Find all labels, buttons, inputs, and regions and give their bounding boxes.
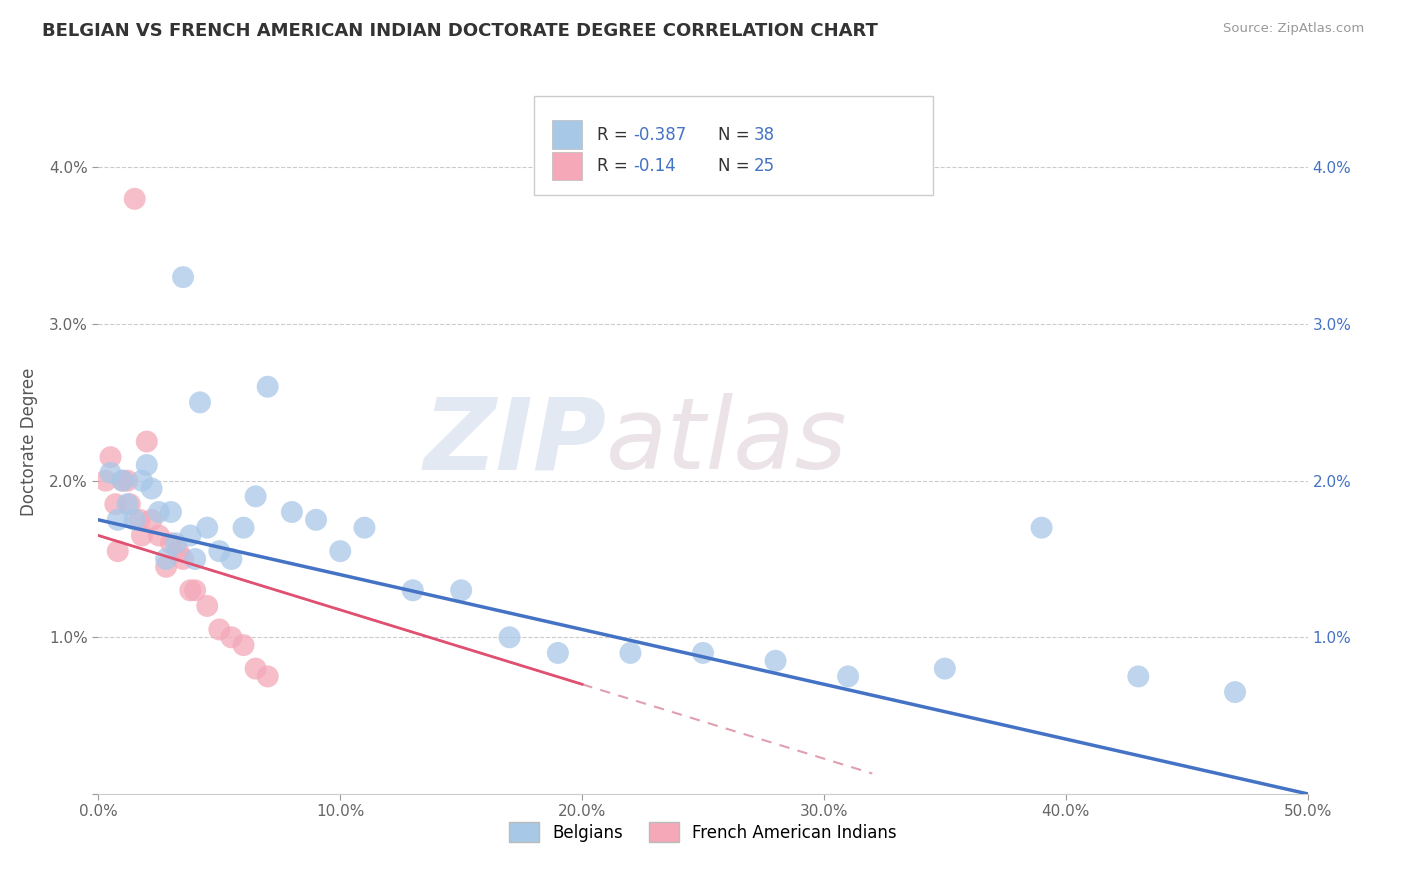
Point: [104, 497, 127, 511]
Point: [232, 521, 254, 535]
Point: [934, 662, 956, 676]
Point: [184, 552, 207, 566]
Point: [107, 513, 129, 527]
Point: [141, 482, 163, 496]
Point: [107, 544, 129, 558]
Point: [305, 513, 328, 527]
Point: [195, 599, 218, 613]
Point: [111, 474, 134, 488]
Point: [155, 559, 177, 574]
Point: [111, 474, 134, 488]
Point: [117, 474, 139, 488]
Point: [245, 489, 267, 503]
Point: [208, 544, 231, 558]
Point: [124, 192, 146, 206]
Point: [94, 474, 117, 488]
Text: 38: 38: [754, 126, 775, 144]
FancyBboxPatch shape: [534, 96, 932, 194]
Point: [141, 513, 163, 527]
Point: [135, 458, 157, 472]
Point: [148, 505, 170, 519]
Point: [179, 528, 201, 542]
Text: -0.387: -0.387: [633, 126, 686, 144]
Point: [118, 497, 141, 511]
Point: [179, 583, 201, 598]
Point: [281, 505, 304, 519]
Text: R =: R =: [596, 157, 633, 175]
Text: N =: N =: [717, 126, 755, 144]
Point: [117, 497, 139, 511]
Point: [131, 474, 153, 488]
Point: [131, 528, 153, 542]
Point: [172, 270, 194, 285]
Point: [184, 583, 207, 598]
Point: [208, 623, 231, 637]
Point: [692, 646, 714, 660]
Point: [256, 669, 278, 683]
Point: [498, 630, 520, 644]
Point: [1031, 521, 1053, 535]
Point: [160, 536, 183, 550]
FancyBboxPatch shape: [551, 152, 582, 180]
Text: BELGIAN VS FRENCH AMERICAN INDIAN DOCTORATE DEGREE CORRELATION CHART: BELGIAN VS FRENCH AMERICAN INDIAN DOCTOR…: [42, 22, 879, 40]
Point: [100, 466, 122, 480]
Point: [547, 646, 569, 660]
Point: [155, 552, 177, 566]
Point: [329, 544, 352, 558]
Point: [167, 544, 190, 558]
Point: [232, 638, 254, 652]
Point: [837, 669, 859, 683]
Point: [1128, 669, 1150, 683]
Point: [221, 630, 243, 644]
Y-axis label: Doctorate Degree: Doctorate Degree: [20, 368, 38, 516]
Text: atlas: atlas: [606, 393, 848, 490]
Point: [353, 521, 375, 535]
FancyBboxPatch shape: [551, 120, 582, 149]
Point: [148, 528, 170, 542]
Point: [195, 521, 218, 535]
Point: [1223, 685, 1246, 699]
Point: [765, 654, 787, 668]
Text: R =: R =: [596, 126, 633, 144]
Legend: Belgians, French American Indians: Belgians, French American Indians: [503, 815, 903, 849]
Text: N =: N =: [717, 157, 755, 175]
Point: [128, 513, 150, 527]
Point: [619, 646, 641, 660]
Point: [160, 505, 183, 519]
Text: ZIP: ZIP: [423, 393, 606, 490]
Text: -0.14: -0.14: [633, 157, 676, 175]
Point: [165, 536, 187, 550]
Point: [124, 513, 146, 527]
Text: 25: 25: [754, 157, 775, 175]
Text: Source: ZipAtlas.com: Source: ZipAtlas.com: [1223, 22, 1364, 36]
Point: [221, 552, 243, 566]
Point: [100, 450, 122, 465]
Point: [172, 552, 194, 566]
Point: [245, 662, 267, 676]
Point: [256, 380, 278, 394]
Point: [188, 395, 211, 409]
Point: [135, 434, 157, 449]
Point: [450, 583, 472, 598]
Point: [402, 583, 425, 598]
